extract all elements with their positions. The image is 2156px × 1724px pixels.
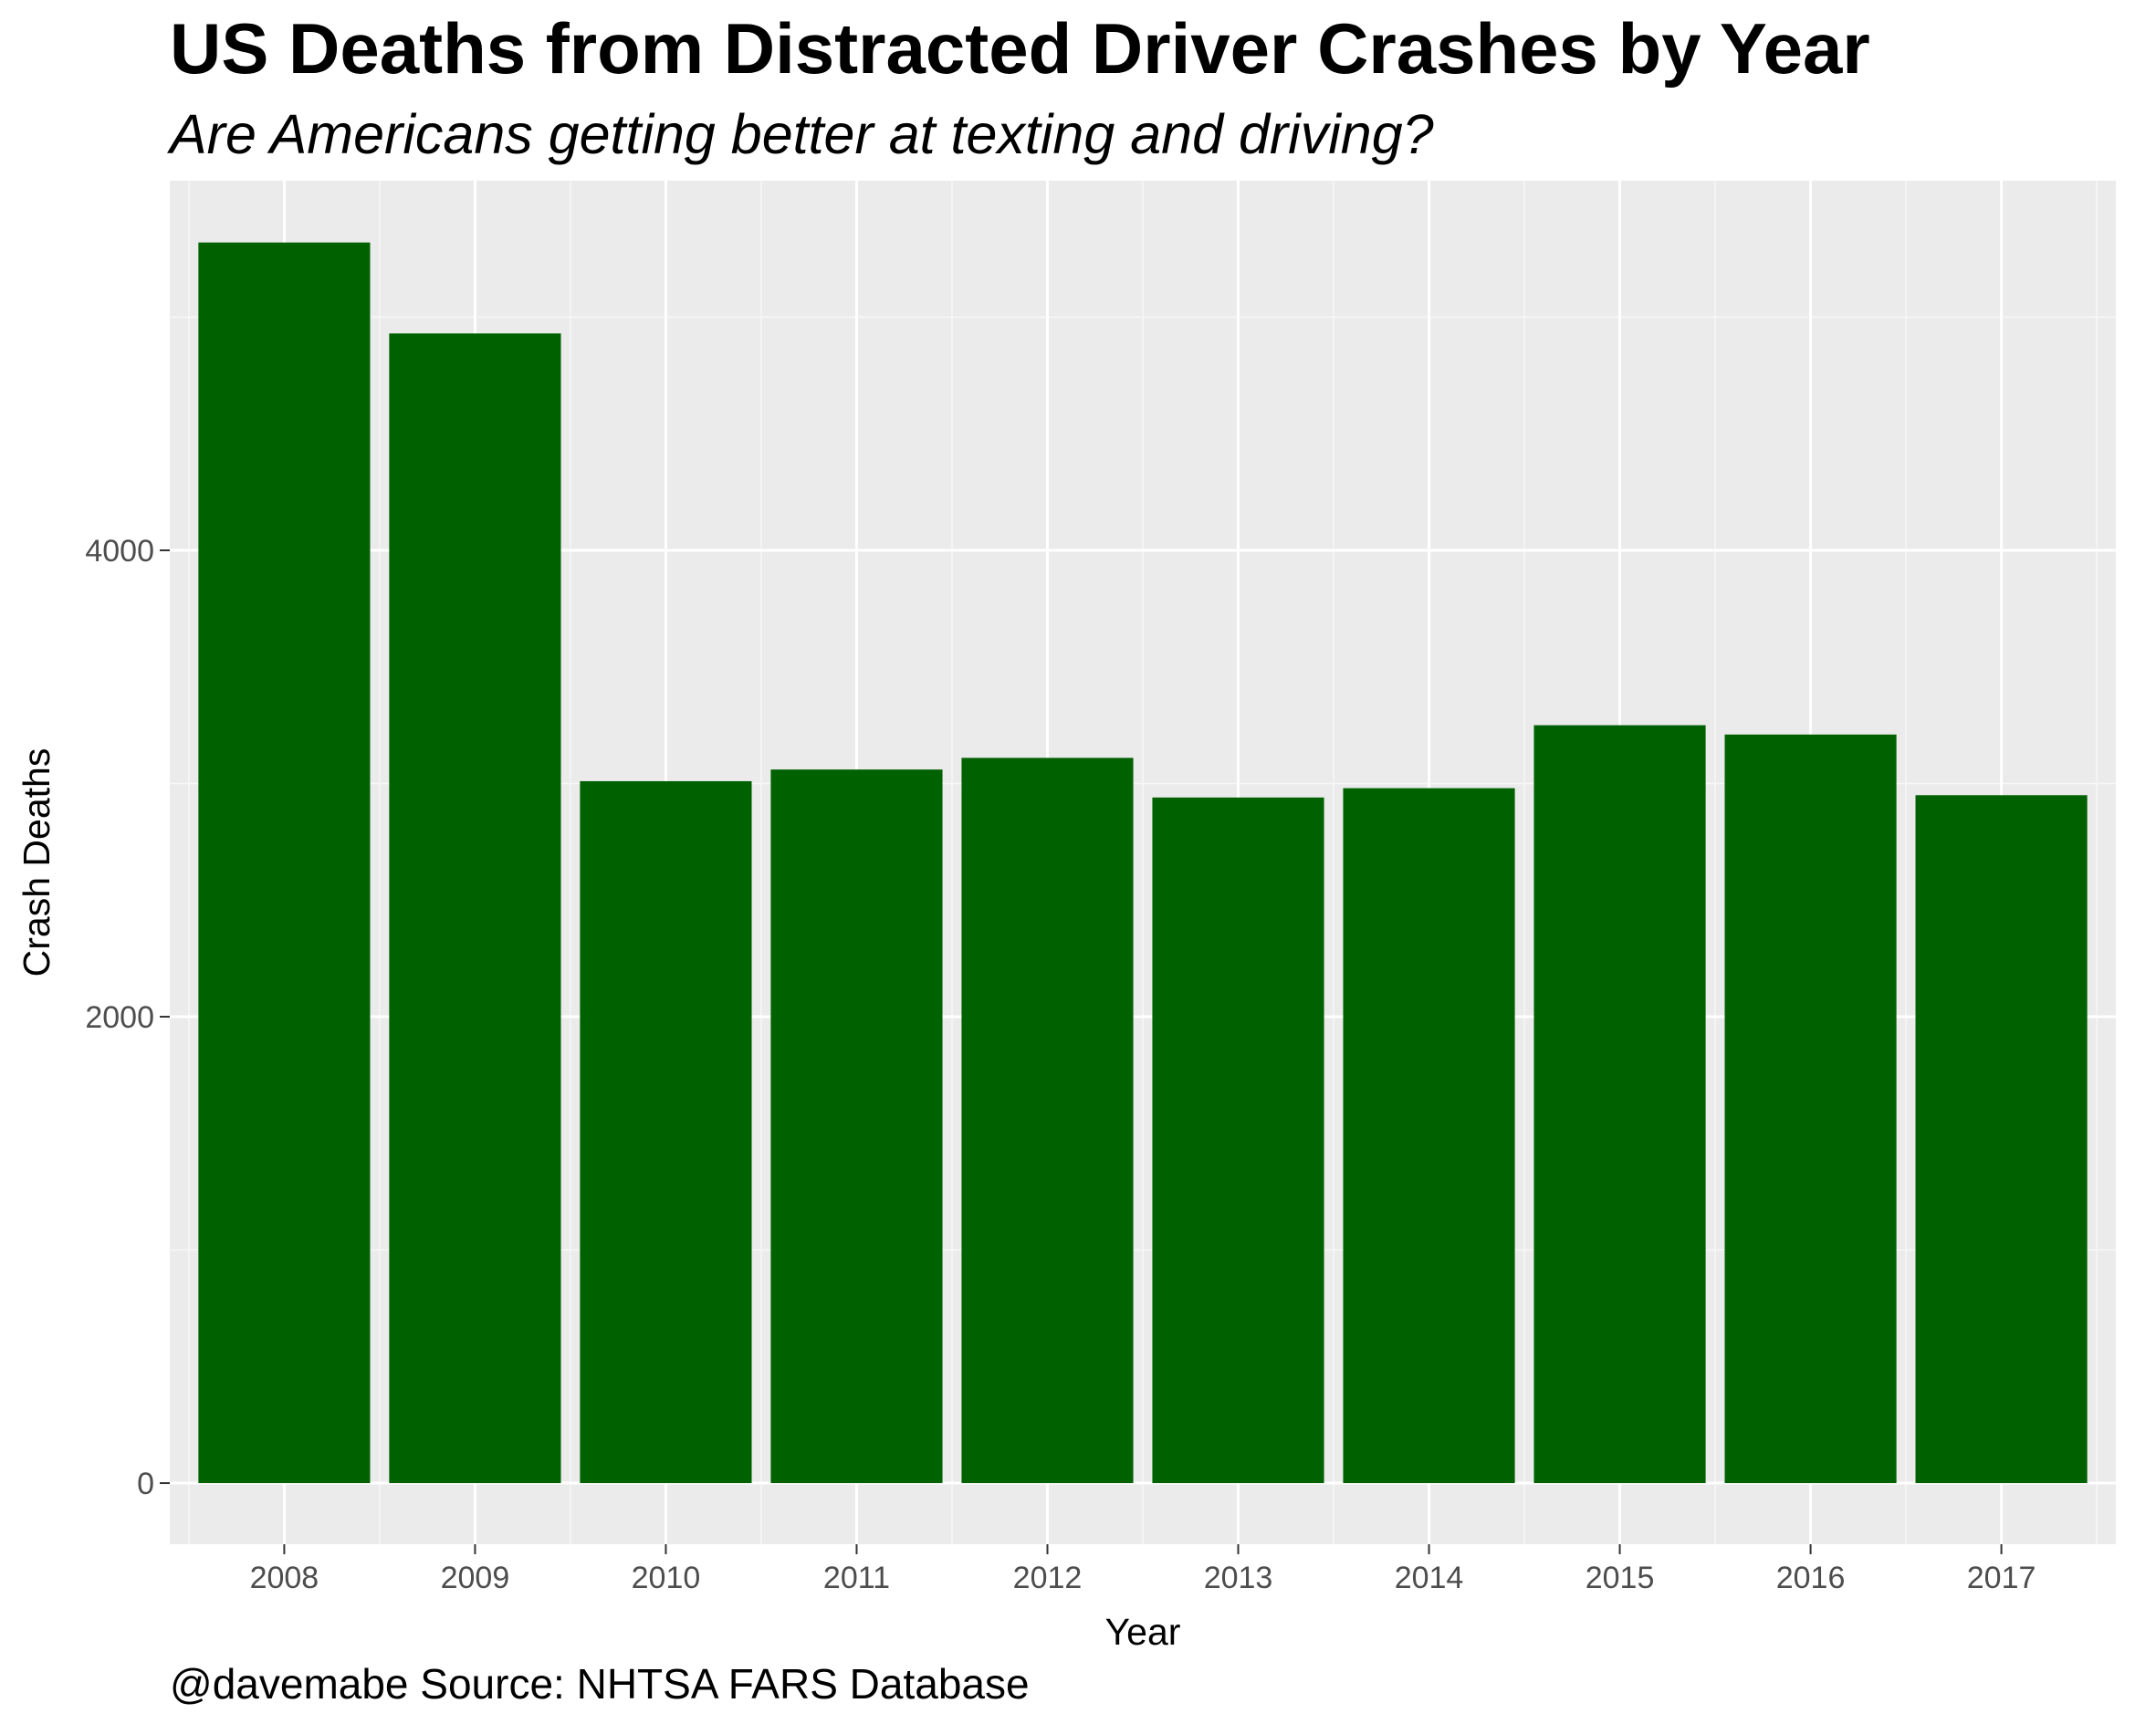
x-tick-label: 2013 (1204, 1561, 1273, 1595)
bar-2008 (198, 242, 371, 1484)
bar-2010 (580, 780, 752, 1484)
x-axis-title: Year (1105, 1611, 1181, 1653)
x-tick-label: 2014 (1395, 1561, 1464, 1595)
x-tick-label: 2012 (1013, 1561, 1083, 1595)
y-tick-label: 2000 (85, 1000, 154, 1035)
y-tick-label: 0 (137, 1467, 154, 1501)
bar-2015 (1533, 725, 1706, 1484)
bar-2011 (770, 769, 943, 1484)
y-axis-title: Crash Deaths (16, 748, 58, 977)
bar-2013 (1152, 797, 1324, 1484)
axes: 0 2000 4000 2008 2009 2010 2011 2012 2013 2014 201… (85, 534, 2036, 1595)
bar-2017 (1915, 795, 2088, 1484)
chart-title: US Deaths from Distracted Driver Crashes… (170, 8, 1870, 89)
bar-2016 (1724, 734, 1897, 1484)
chart-subtitle: Are Americans getting better at texting … (170, 103, 1434, 165)
y-tick-label: 4000 (85, 534, 154, 569)
bar-2014 (1343, 788, 1515, 1484)
x-tick-label: 2017 (1967, 1561, 2036, 1595)
bars (198, 242, 2088, 1484)
x-tick-label: 2016 (1776, 1561, 1846, 1595)
bar-2012 (961, 758, 1134, 1484)
x-tick-label: 2011 (823, 1561, 890, 1595)
bar-2009 (389, 333, 561, 1484)
x-tick-label: 2008 (250, 1561, 319, 1595)
chart-caption: @davemabe Source: NHTSA FARS Database (170, 1660, 1030, 1708)
x-tick-label: 2015 (1586, 1561, 1655, 1595)
x-tick-label: 2010 (632, 1561, 701, 1595)
x-tick-label: 2009 (441, 1561, 510, 1595)
